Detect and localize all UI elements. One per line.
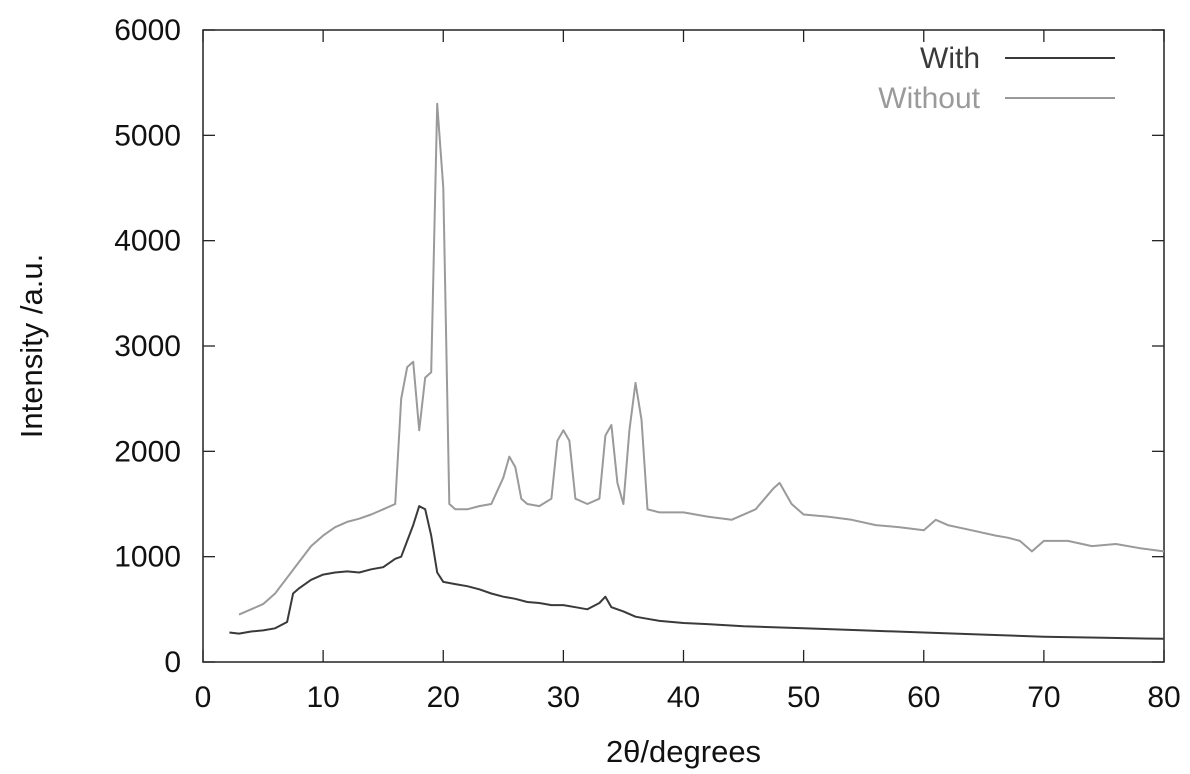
x-tick-label: 50 [787, 681, 820, 714]
x-tick-label: 30 [547, 681, 580, 714]
series-line-without [238, 102, 1165, 616]
x-tick-label: 60 [907, 681, 940, 714]
y-tick-label: 3000 [114, 330, 181, 363]
x-tick-label: 40 [667, 681, 700, 714]
y-tick-label: 1000 [114, 541, 181, 574]
x-tick-label: 80 [1147, 681, 1180, 714]
y-tick-label: 0 [164, 646, 181, 679]
plot-area [202, 29, 1165, 663]
legend-label-with: With [920, 42, 980, 75]
y-axis-title: Intensity /a.u. [14, 254, 49, 438]
axis-ticks: 0 10 20 30 40 50 60 70 80 0 1000 2000 3000 4000 5000 60… [114, 14, 1180, 714]
x-tick-label: 70 [1027, 681, 1060, 714]
y-tick-label: 2000 [114, 435, 181, 468]
series-layer [229, 102, 1165, 640]
x-tick-label: 10 [306, 681, 339, 714]
legend: With Without [878, 42, 1115, 115]
y-tick-label: 5000 [114, 119, 181, 152]
x-axis-title: 2θ/degrees [606, 734, 761, 769]
series-line-with [229, 505, 1165, 640]
y-tick-label: 4000 [114, 225, 181, 258]
legend-label-without: Without [878, 82, 980, 115]
x-tick-label: 0 [195, 681, 212, 714]
x-tick-label: 20 [427, 681, 460, 714]
y-tick-label: 6000 [114, 14, 181, 47]
